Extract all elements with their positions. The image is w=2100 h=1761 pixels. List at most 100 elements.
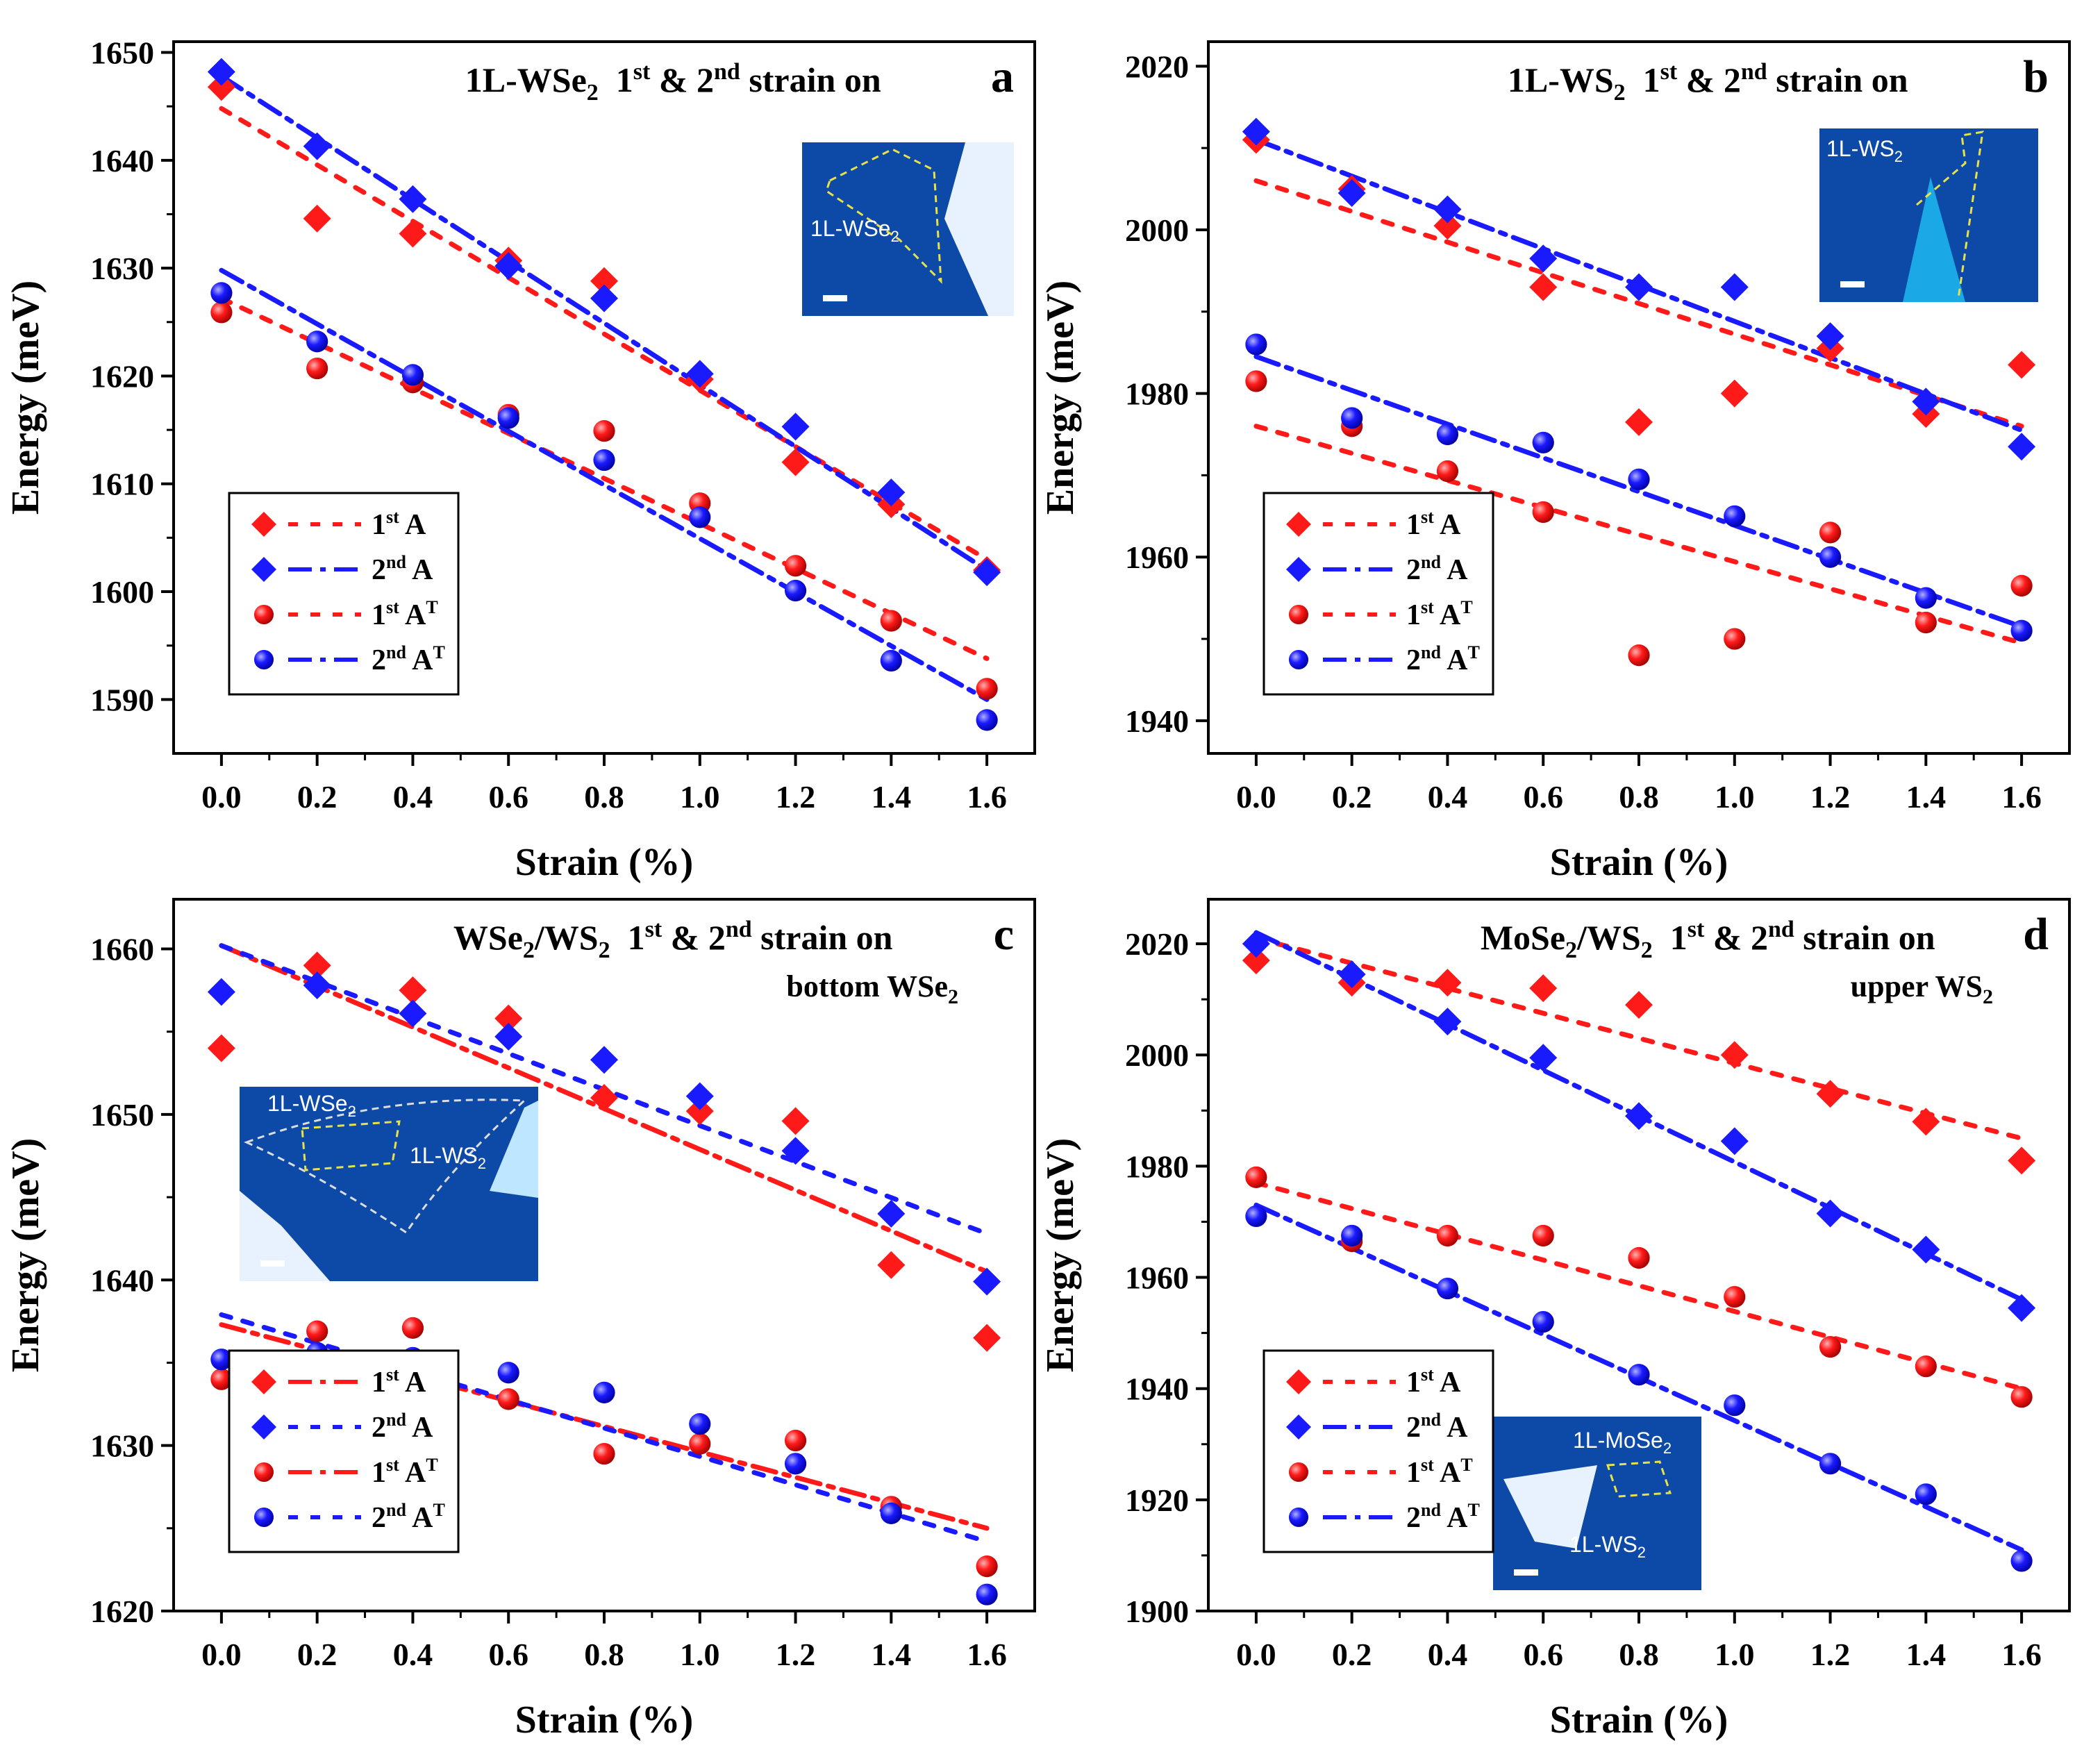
data-point bbox=[2010, 619, 2033, 642]
inset-flake bbox=[240, 1191, 330, 1281]
y-tick-label: 1620 bbox=[90, 358, 154, 394]
data-point bbox=[1436, 460, 1459, 483]
x-tick-label: 0.8 bbox=[584, 1637, 624, 1672]
x-tick-label: 1.2 bbox=[776, 779, 816, 815]
chart-panel-b: 0.0 0.2 0.4 0.6 0.8 1.0 1.2 1.4 1.6 1940 1960 1980 2… bbox=[1039, 40, 2071, 884]
data-point bbox=[1532, 1224, 1554, 1247]
chart-title-line2: bottom WSe2 bbox=[786, 969, 958, 1008]
legend: 1st A 2nd A 1st AT 2nd AT bbox=[1262, 492, 1494, 696]
data-point bbox=[784, 579, 807, 602]
data-point bbox=[1433, 195, 1462, 224]
fit-line bbox=[1253, 424, 2024, 646]
series-0 bbox=[207, 951, 1001, 1352]
legend-label: 2nd A bbox=[1406, 1410, 1468, 1444]
legend-marker bbox=[253, 1507, 274, 1528]
data-point bbox=[497, 1362, 519, 1384]
data-point bbox=[781, 412, 810, 441]
y-tick-label: 1630 bbox=[90, 1428, 154, 1464]
inset-scale-bar bbox=[823, 295, 847, 301]
y-tick-label: 1620 bbox=[90, 1594, 154, 1629]
legend-label: 2nd A bbox=[1406, 552, 1468, 586]
x-tick-label: 0.6 bbox=[1523, 779, 1563, 815]
inset-label: 1L-WS2 bbox=[1826, 136, 1903, 165]
data-point bbox=[880, 610, 902, 632]
data-point bbox=[2008, 433, 2036, 461]
x-tick-label: 1.0 bbox=[1715, 779, 1755, 815]
data-point bbox=[1433, 1008, 1462, 1036]
x-axis-title: Strain (%) bbox=[515, 1699, 694, 1742]
data-point bbox=[1912, 1108, 1940, 1136]
data-point bbox=[1915, 1355, 1937, 1378]
data-point bbox=[1529, 1044, 1558, 1072]
y-tick-label: 1600 bbox=[90, 574, 154, 610]
legend-marker bbox=[1288, 604, 1309, 625]
y-tick-label: 1960 bbox=[1125, 540, 1189, 575]
series-3 bbox=[1245, 333, 2033, 642]
x-tick-label: 1.6 bbox=[2001, 779, 2042, 815]
fit-line bbox=[1253, 137, 2024, 433]
data-point bbox=[1724, 1394, 1746, 1417]
inset-outline bbox=[1916, 131, 1984, 299]
y-tick-label: 1980 bbox=[1125, 1149, 1189, 1184]
data-point bbox=[207, 58, 235, 86]
x-tick-label: 0.0 bbox=[1236, 779, 1276, 815]
data-point bbox=[1628, 644, 1650, 667]
data-point bbox=[1245, 1166, 1267, 1188]
data-point bbox=[1433, 212, 1462, 240]
data-point bbox=[399, 976, 427, 1005]
series-3 bbox=[1245, 1205, 2033, 1572]
data-point bbox=[1625, 991, 1653, 1019]
series-2 bbox=[1245, 370, 2033, 667]
data-point bbox=[1341, 1224, 1363, 1247]
y-tick-label: 1940 bbox=[1125, 703, 1189, 739]
y-tick-label: 2020 bbox=[1125, 926, 1189, 962]
x-tick-label: 0.8 bbox=[584, 779, 624, 815]
data-point bbox=[590, 1046, 618, 1074]
data-point bbox=[306, 331, 328, 353]
legend-label: 2nd AT bbox=[1406, 1500, 1480, 1534]
y-tick-label: 1960 bbox=[1125, 1260, 1189, 1296]
fit-line bbox=[1253, 178, 2024, 429]
data-point bbox=[2010, 574, 2033, 597]
fit-line bbox=[1253, 354, 2024, 629]
x-tick-label: 1.2 bbox=[1810, 779, 1851, 815]
data-point bbox=[2010, 1386, 2033, 1408]
y-tick-label: 1630 bbox=[90, 251, 154, 286]
data-point bbox=[1242, 930, 1270, 958]
data-point bbox=[494, 1004, 523, 1033]
x-tick-label: 0.8 bbox=[1619, 779, 1659, 815]
legend: 1st A 2nd A 1st AT 2nd AT bbox=[228, 1349, 460, 1553]
legend-label: 1st AT bbox=[1406, 1455, 1473, 1489]
data-point bbox=[1819, 521, 1842, 544]
legend-label: 2nd AT bbox=[372, 642, 445, 676]
y-tick-label: 2000 bbox=[1125, 212, 1189, 248]
series-3 bbox=[210, 282, 998, 731]
data-point bbox=[1915, 587, 1937, 609]
inset-micrograph: 1L-WSe2 1L-WS2 bbox=[240, 1087, 538, 1281]
data-point bbox=[1532, 431, 1554, 453]
data-point bbox=[880, 1502, 902, 1524]
data-point bbox=[689, 1433, 711, 1455]
x-tick-label: 1.0 bbox=[680, 779, 720, 815]
x-tick-label: 1.4 bbox=[872, 1637, 912, 1672]
data-point bbox=[1915, 611, 1937, 634]
series-0 bbox=[1242, 946, 2036, 1175]
data-point bbox=[685, 360, 714, 388]
fit-line bbox=[1253, 935, 2024, 1141]
data-point bbox=[303, 132, 331, 160]
y-tick-label: 1920 bbox=[1125, 1483, 1189, 1518]
x-tick-label: 1.4 bbox=[1906, 1637, 1947, 1672]
x-axis-title: Strain (%) bbox=[515, 841, 694, 884]
inset-label: 1L-WSe2 bbox=[810, 216, 899, 245]
y-tick-label: 1590 bbox=[90, 682, 154, 717]
x-tick-label: 0.8 bbox=[1619, 1637, 1659, 1672]
data-point bbox=[1720, 1127, 1749, 1155]
x-tick-label: 0.6 bbox=[488, 1637, 528, 1672]
data-point bbox=[781, 1107, 810, 1135]
data-point bbox=[1819, 1453, 1842, 1475]
legend-marker bbox=[1288, 1462, 1309, 1483]
inset-micrograph: 1L-WSe2 bbox=[802, 142, 1014, 316]
data-point bbox=[880, 649, 902, 672]
x-tick-label: 1.6 bbox=[967, 779, 1007, 815]
data-point bbox=[976, 1583, 998, 1605]
